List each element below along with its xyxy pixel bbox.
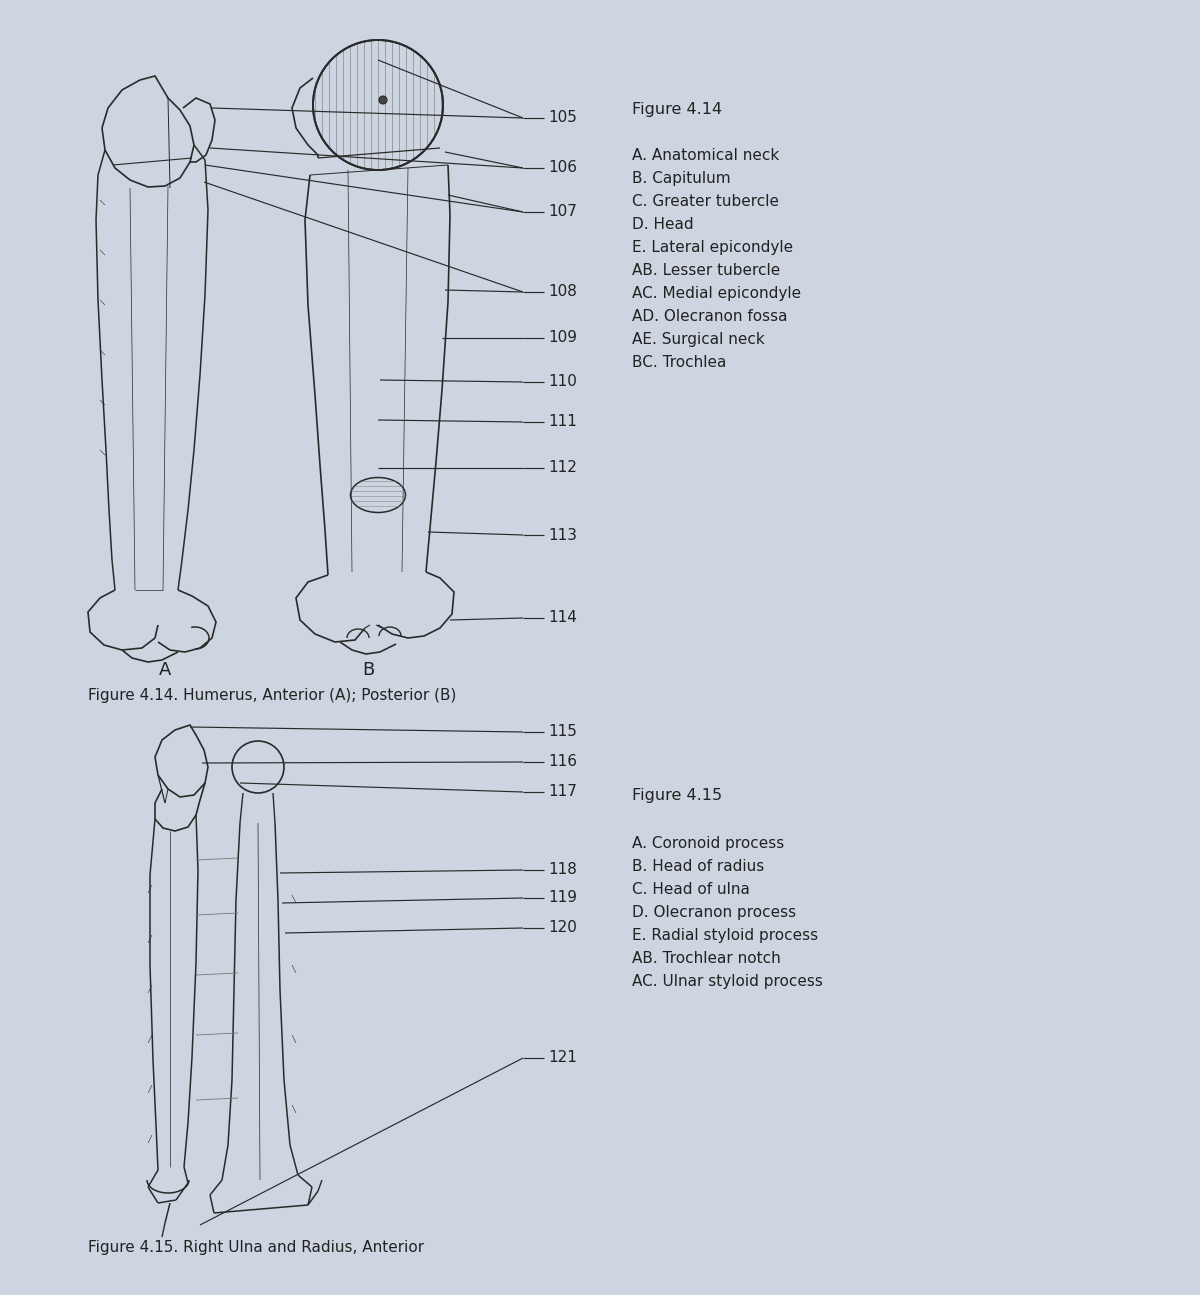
Text: AB. Lesser tubercle: AB. Lesser tubercle xyxy=(632,263,780,278)
Text: A: A xyxy=(158,660,172,679)
Text: 120: 120 xyxy=(548,921,577,935)
Text: AB. Trochlear notch: AB. Trochlear notch xyxy=(632,951,781,966)
Text: AC. Ulnar styloid process: AC. Ulnar styloid process xyxy=(632,974,823,989)
Circle shape xyxy=(379,96,386,104)
Text: 112: 112 xyxy=(548,461,577,475)
Text: C. Head of ulna: C. Head of ulna xyxy=(632,882,750,897)
Text: AE. Surgical neck: AE. Surgical neck xyxy=(632,332,764,347)
Text: 108: 108 xyxy=(548,285,577,299)
Text: Figure 4.15. Right Ulna and Radius, Anterior: Figure 4.15. Right Ulna and Radius, Ante… xyxy=(88,1241,424,1255)
Text: 119: 119 xyxy=(548,891,577,905)
Text: E. Lateral epicondyle: E. Lateral epicondyle xyxy=(632,240,793,255)
Text: B. Capitulum: B. Capitulum xyxy=(632,171,731,186)
Text: 121: 121 xyxy=(548,1050,577,1066)
Text: D. Olecranon process: D. Olecranon process xyxy=(632,905,796,919)
Text: B. Head of radius: B. Head of radius xyxy=(632,859,764,874)
Text: A. Anatomical neck: A. Anatomical neck xyxy=(632,148,779,163)
Text: AD. Olecranon fossa: AD. Olecranon fossa xyxy=(632,310,787,324)
Text: 111: 111 xyxy=(548,414,577,430)
Text: D. Head: D. Head xyxy=(632,218,694,232)
Text: 117: 117 xyxy=(548,785,577,799)
Text: BC. Trochlea: BC. Trochlea xyxy=(632,355,726,370)
Text: Figure 4.14. Humerus, Anterior (A); Posterior (B): Figure 4.14. Humerus, Anterior (A); Post… xyxy=(88,688,456,703)
Text: 105: 105 xyxy=(548,110,577,126)
Text: 115: 115 xyxy=(548,724,577,739)
Text: 110: 110 xyxy=(548,374,577,390)
Text: A. Coronoid process: A. Coronoid process xyxy=(632,837,785,851)
Text: C. Greater tubercle: C. Greater tubercle xyxy=(632,194,779,208)
Text: E. Radial styloid process: E. Radial styloid process xyxy=(632,929,818,943)
Text: 107: 107 xyxy=(548,205,577,219)
Text: 106: 106 xyxy=(548,161,577,176)
Text: 109: 109 xyxy=(548,330,577,346)
Text: 114: 114 xyxy=(548,610,577,625)
Text: Figure 4.15: Figure 4.15 xyxy=(632,787,722,803)
Text: 116: 116 xyxy=(548,755,577,769)
Text: Figure 4.14: Figure 4.14 xyxy=(632,102,722,117)
Text: 118: 118 xyxy=(548,862,577,878)
Text: 113: 113 xyxy=(548,527,577,543)
Text: B: B xyxy=(362,660,374,679)
Text: AC. Medial epicondyle: AC. Medial epicondyle xyxy=(632,286,802,300)
